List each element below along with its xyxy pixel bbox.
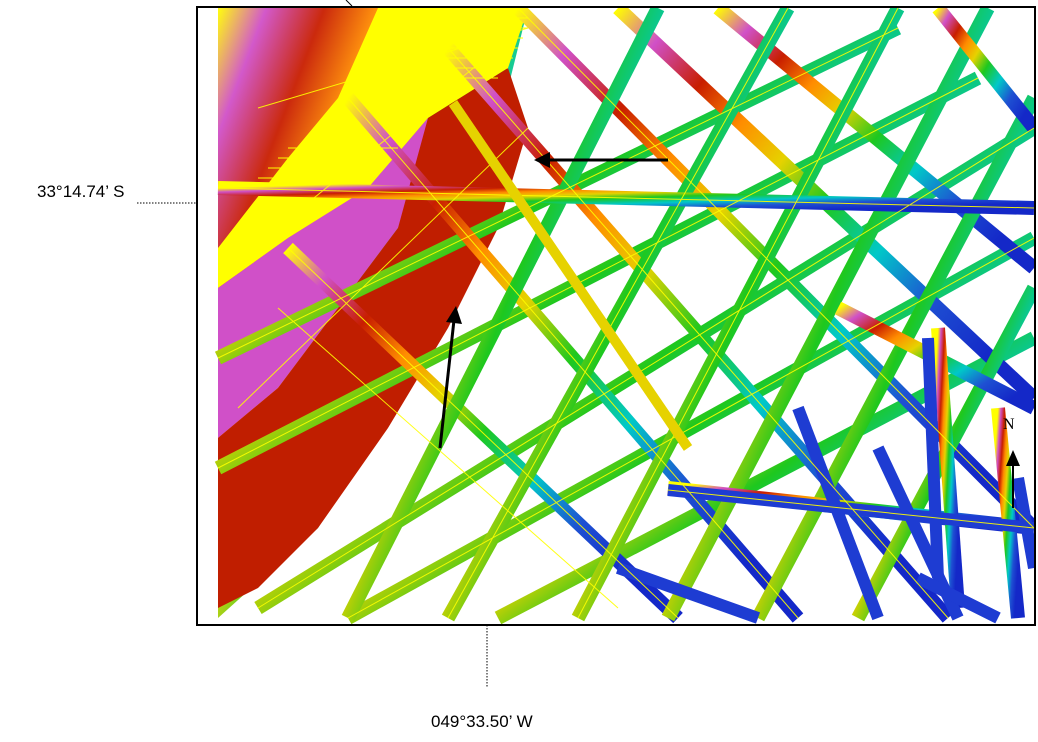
north-arrow-icon [1006,450,1020,508]
arrow-icon [438,306,462,449]
top-leader-line [345,0,353,7]
arrow-icon [534,152,668,168]
track-line-overlay [217,8,1034,619]
longitude-label: 049°33.50’ W [431,712,533,731]
latitude-label: 33°14.74’ S [37,182,125,201]
hatched-track-area [258,17,528,179]
diagonal-survey-line [448,100,693,451]
bathymetry-canvas [214,8,1034,624]
north-label: N [1003,416,1015,433]
bathymetry-map [196,6,1036,626]
